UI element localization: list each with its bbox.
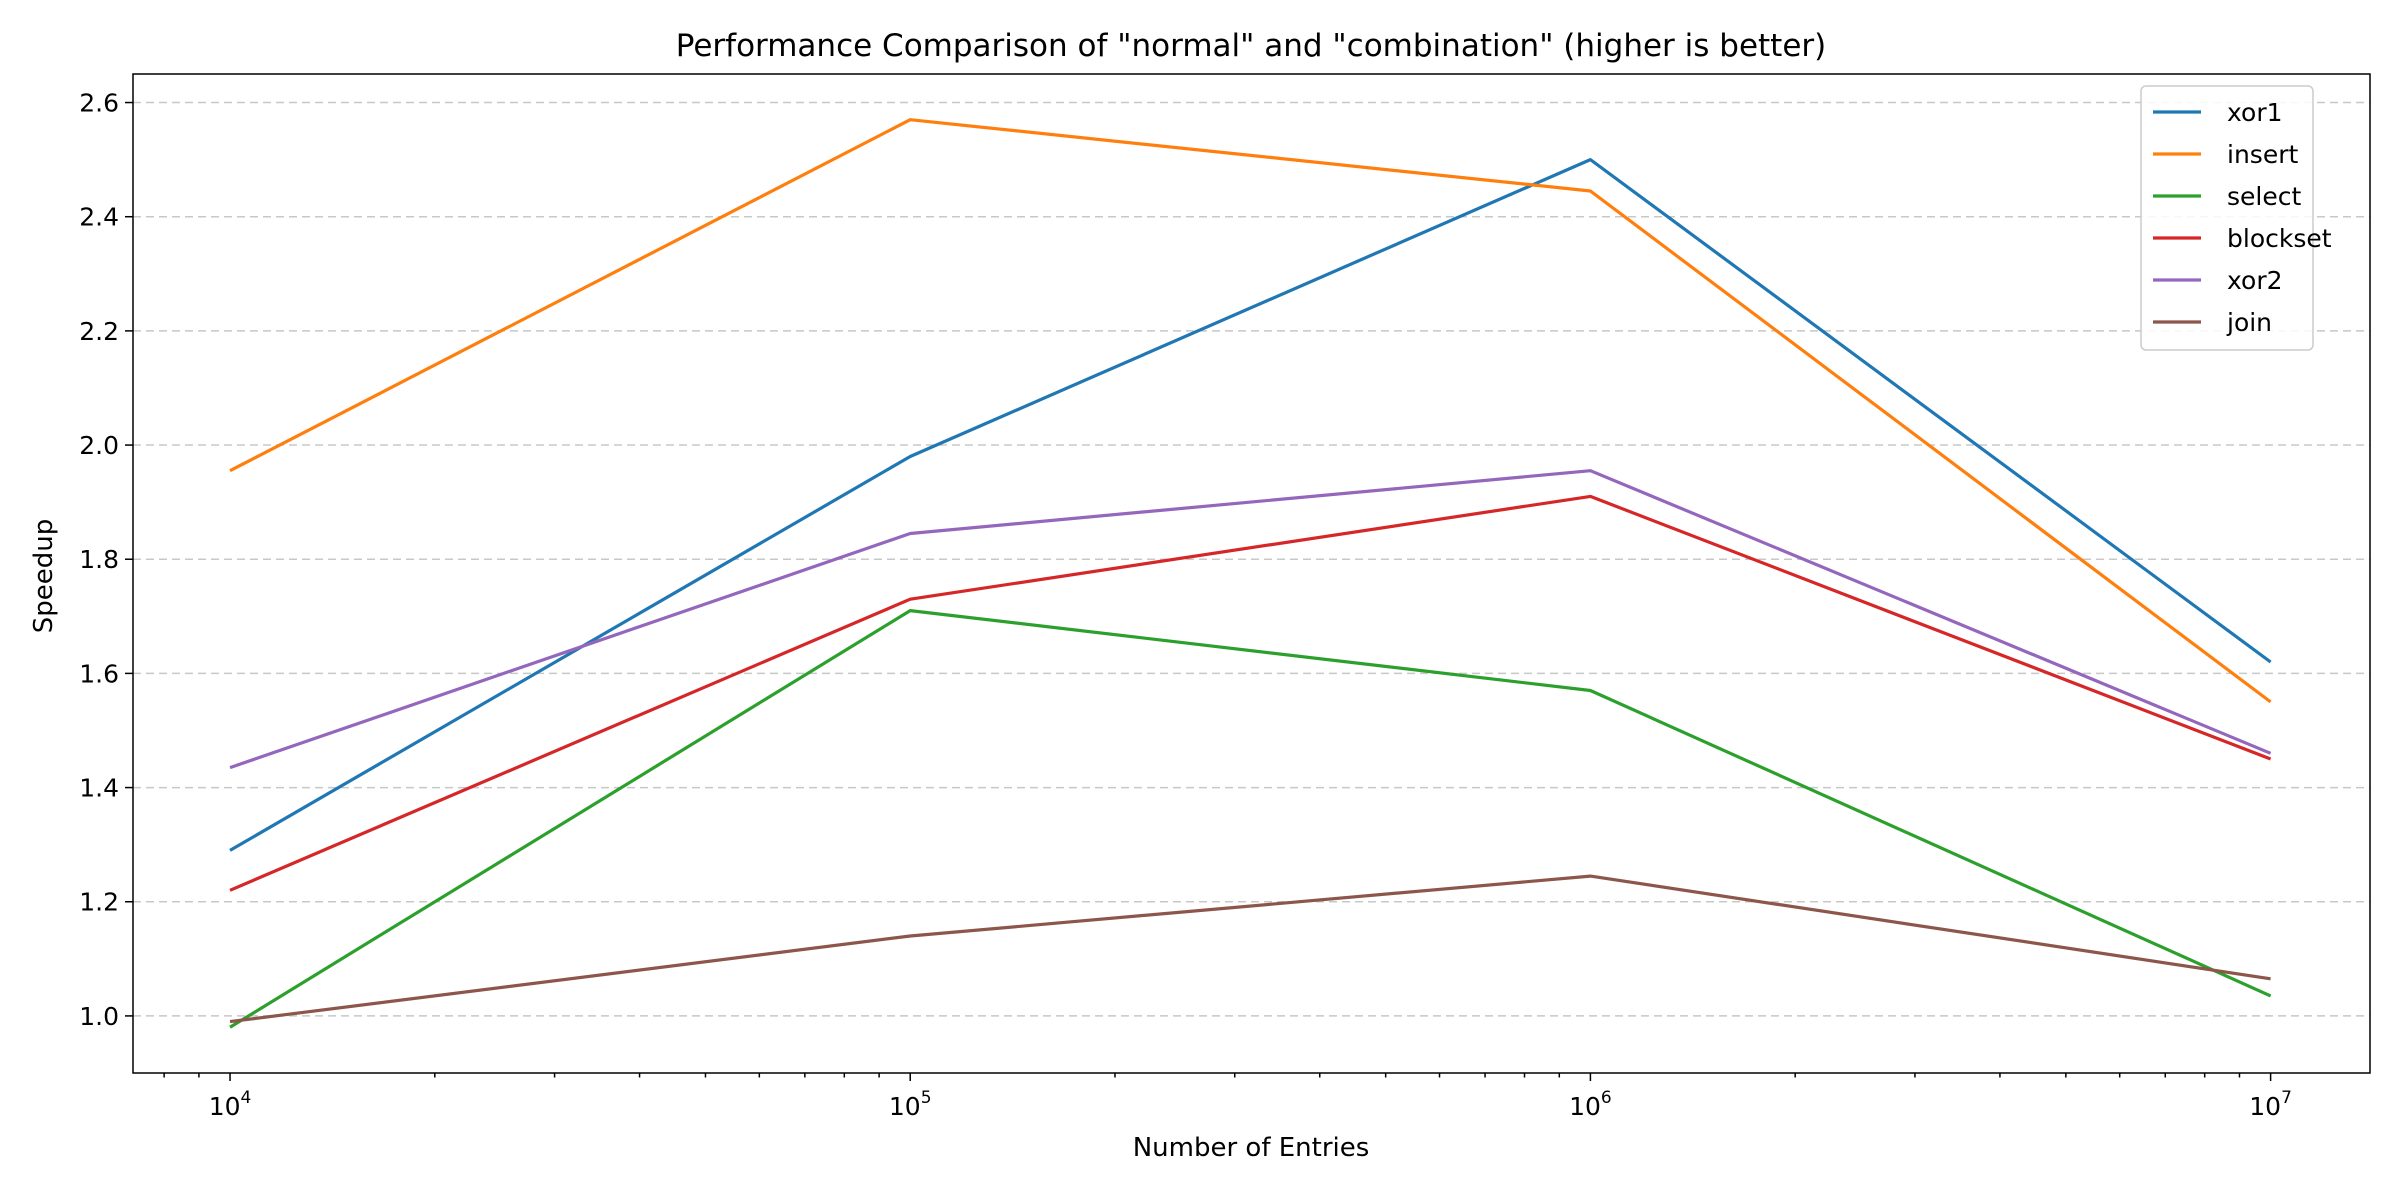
plot-frame bbox=[132, 73, 2371, 1074]
series-line-select bbox=[229, 608, 2272, 1029]
legend-label-xor1: xor1 bbox=[2227, 98, 2283, 127]
y-tick-label: 1.4 bbox=[79, 774, 119, 803]
legend-label-xor2: xor2 bbox=[2227, 266, 2283, 295]
x-tick-label: 106 bbox=[1569, 1088, 1612, 1121]
y-tick-label: 1.0 bbox=[79, 1002, 119, 1031]
series-line-xor1 bbox=[229, 158, 2272, 852]
x-tick-label: 104 bbox=[209, 1088, 252, 1121]
x-tick-label-base: 10 bbox=[1569, 1092, 1601, 1121]
series-line-blockset bbox=[229, 494, 2272, 892]
x-tick-label-base: 10 bbox=[889, 1092, 921, 1121]
legend-box bbox=[2140, 85, 2314, 351]
x-tick-label: 105 bbox=[889, 1088, 932, 1121]
y-tick-label: 2.2 bbox=[79, 317, 119, 346]
chart-title: Performance Comparison of "normal" and "… bbox=[676, 28, 1827, 64]
series-line-insert bbox=[229, 118, 2272, 704]
x-axis-label: Number of Entries bbox=[1133, 1133, 1370, 1163]
y-tick-label: 2.6 bbox=[79, 89, 119, 118]
grid-layer bbox=[133, 101, 2370, 1017]
y-tick-label: 1.8 bbox=[79, 545, 119, 574]
y-tick-label: 1.2 bbox=[79, 888, 119, 917]
x-tick-label-base: 10 bbox=[209, 1092, 241, 1121]
x-tick-label: 107 bbox=[2249, 1088, 2292, 1121]
legend-label-join: join bbox=[2226, 308, 2272, 337]
y-axis: 1.0 1.2 1.4 1.6 1.8 2.0 2.2 2.4 2.6 bbox=[79, 89, 133, 1031]
x-axis: 104 105 106 107 bbox=[163, 1073, 2292, 1121]
x-tick-label-exponent: 5 bbox=[921, 1088, 932, 1108]
series-layer bbox=[229, 118, 2272, 1029]
legend: xor1 insert select blockset xor2 join bbox=[2140, 85, 2332, 351]
y-tick-label: 1.6 bbox=[79, 659, 119, 688]
series-line-xor2 bbox=[229, 469, 2272, 770]
x-tick-label-exponent: 6 bbox=[1601, 1088, 1612, 1108]
y-axis-label: Speedup bbox=[29, 519, 59, 634]
y-tick-label: 2.4 bbox=[79, 203, 119, 232]
y-tick-label: 2.0 bbox=[79, 431, 119, 460]
x-tick-label-base: 10 bbox=[2249, 1092, 2281, 1121]
legend-label-blockset: blockset bbox=[2227, 224, 2332, 253]
legend-label-select: select bbox=[2227, 182, 2301, 211]
legend-label-insert: insert bbox=[2227, 140, 2298, 169]
x-tick-label-exponent: 4 bbox=[241, 1088, 252, 1108]
series-line-join bbox=[229, 874, 2271, 1024]
x-tick-label-exponent: 7 bbox=[2281, 1088, 2292, 1108]
